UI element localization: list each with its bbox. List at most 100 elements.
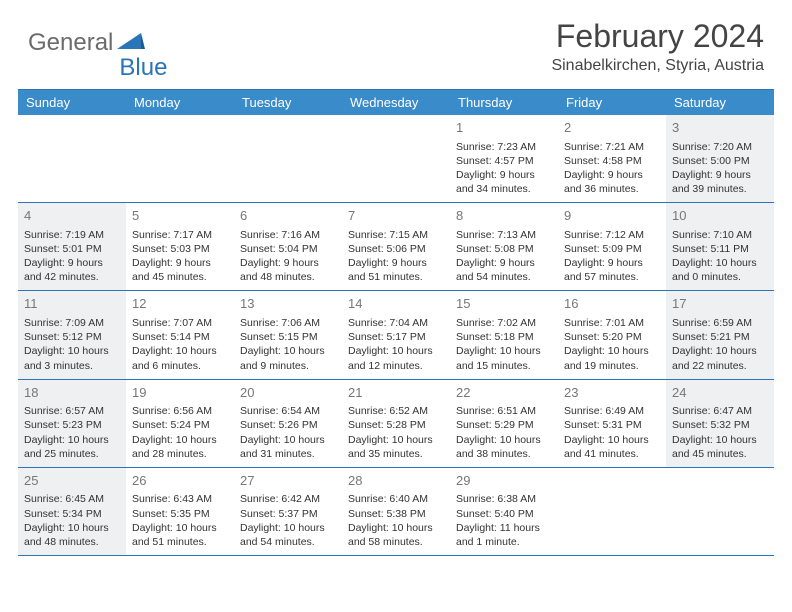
daylight2-text: and 34 minutes.	[456, 182, 552, 196]
daylight2-text: and 51 minutes.	[132, 535, 228, 549]
sunrise-text: Sunrise: 7:23 AM	[456, 140, 552, 154]
day-cell: 7Sunrise: 7:15 AMSunset: 5:06 PMDaylight…	[342, 203, 450, 290]
day-number: 23	[564, 384, 660, 402]
daylight1-text: Daylight: 10 hours	[240, 344, 336, 358]
logo-text-general: General	[28, 29, 113, 57]
daylight2-text: and 9 minutes.	[240, 359, 336, 373]
daylight1-text: Daylight: 10 hours	[132, 344, 228, 358]
daylight2-text: and 54 minutes.	[240, 535, 336, 549]
daylight2-text: and 38 minutes.	[456, 447, 552, 461]
sunset-text: Sunset: 5:40 PM	[456, 507, 552, 521]
day-number: 6	[240, 207, 336, 225]
title-block: February 2024 Sinabelkirchen, Styria, Au…	[551, 18, 764, 75]
day-cell: 20Sunrise: 6:54 AMSunset: 5:26 PMDayligh…	[234, 380, 342, 467]
day-number: 8	[456, 207, 552, 225]
daylight2-text: and 0 minutes.	[672, 270, 768, 284]
daylight1-text: Daylight: 9 hours	[24, 256, 120, 270]
day-header: Wednesday	[342, 90, 450, 115]
week-row: 11Sunrise: 7:09 AMSunset: 5:12 PMDayligh…	[18, 291, 774, 379]
daylight1-text: Daylight: 10 hours	[240, 433, 336, 447]
daylight2-text: and 35 minutes.	[348, 447, 444, 461]
daylight1-text: Daylight: 10 hours	[24, 433, 120, 447]
day-cell: 2Sunrise: 7:21 AMSunset: 4:58 PMDaylight…	[558, 115, 666, 202]
daylight2-text: and 6 minutes.	[132, 359, 228, 373]
empty-cell	[558, 468, 666, 555]
day-number: 19	[132, 384, 228, 402]
sunset-text: Sunset: 5:35 PM	[132, 507, 228, 521]
sunrise-text: Sunrise: 6:38 AM	[456, 492, 552, 506]
day-cell: 10Sunrise: 7:10 AMSunset: 5:11 PMDayligh…	[666, 203, 774, 290]
sunrise-text: Sunrise: 7:21 AM	[564, 140, 660, 154]
daylight1-text: Daylight: 10 hours	[564, 433, 660, 447]
daylight1-text: Daylight: 9 hours	[456, 256, 552, 270]
day-header: Saturday	[666, 90, 774, 115]
daylight2-text: and 58 minutes.	[348, 535, 444, 549]
sunset-text: Sunset: 5:32 PM	[672, 418, 768, 432]
daylight1-text: Daylight: 10 hours	[132, 521, 228, 535]
sunset-text: Sunset: 5:06 PM	[348, 242, 444, 256]
day-number: 4	[24, 207, 120, 225]
day-cell: 3Sunrise: 7:20 AMSunset: 5:00 PMDaylight…	[666, 115, 774, 202]
day-cell: 23 Sunrise: 6:49 AMSunset: 5:31 PMDayligh…	[558, 380, 666, 467]
sunset-text: Sunset: 5:23 PM	[24, 418, 120, 432]
sunrise-text: Sunrise: 7:04 AM	[348, 316, 444, 330]
sunset-text: Sunset: 5:11 PM	[672, 242, 768, 256]
daylight2-text: and 3 minutes.	[24, 359, 120, 373]
day-cell: 5Sunrise: 7:17 AMSunset: 5:03 PMDaylight…	[126, 203, 234, 290]
month-title: February 2024	[551, 18, 764, 55]
daylight1-text: Daylight: 10 hours	[456, 433, 552, 447]
sunset-text: Sunset: 5:14 PM	[132, 330, 228, 344]
daylight1-text: Daylight: 10 hours	[132, 433, 228, 447]
day-number: 22	[456, 384, 552, 402]
sunset-text: Sunset: 5:17 PM	[348, 330, 444, 344]
day-number: 5	[132, 207, 228, 225]
day-cell: 27Sunrise: 6:42 AMSunset: 5:37 PMDayligh…	[234, 468, 342, 555]
day-cell: 6Sunrise: 7:16 AMSunset: 5:04 PMDaylight…	[234, 203, 342, 290]
day-number: 15	[456, 295, 552, 313]
sunrise-text: Sunrise: 7:01 AM	[564, 316, 660, 330]
empty-cell	[126, 115, 234, 202]
sunrise-text: Sunrise: 6:57 AM	[24, 404, 120, 418]
day-number: 16	[564, 295, 660, 313]
day-number: 25	[24, 472, 120, 490]
daylight1-text: Daylight: 9 hours	[564, 256, 660, 270]
empty-cell	[342, 115, 450, 202]
sunset-text: Sunset: 5:31 PM	[564, 418, 660, 432]
day-cell: 1Sunrise: 7:23 AMSunset: 4:57 PMDaylight…	[450, 115, 558, 202]
day-header-row: SundayMondayTuesdayWednesdayThursdayFrid…	[18, 90, 774, 115]
day-cell: 16Sunrise: 7:01 AMSunset: 5:20 PMDayligh…	[558, 291, 666, 378]
day-cell: 19Sunrise: 6:56 AMSunset: 5:24 PMDayligh…	[126, 380, 234, 467]
daylight2-text: and 25 minutes.	[24, 447, 120, 461]
day-cell: 14Sunrise: 7:04 AMSunset: 5:17 PMDayligh…	[342, 291, 450, 378]
day-header: Sunday	[18, 90, 126, 115]
day-number: 20	[240, 384, 336, 402]
week-row: 1Sunrise: 7:23 AMSunset: 4:57 PMDaylight…	[18, 115, 774, 203]
daylight1-text: Daylight: 10 hours	[672, 433, 768, 447]
daylight2-text: and 22 minutes.	[672, 359, 768, 373]
day-cell: 22Sunrise: 6:51 AMSunset: 5:29 PMDayligh…	[450, 380, 558, 467]
sunset-text: Sunset: 5:20 PM	[564, 330, 660, 344]
sunset-text: Sunset: 5:24 PM	[132, 418, 228, 432]
daylight1-text: Daylight: 9 hours	[132, 256, 228, 270]
empty-cell	[234, 115, 342, 202]
sunset-text: Sunset: 5:01 PM	[24, 242, 120, 256]
daylight2-text: and 51 minutes.	[348, 270, 444, 284]
daylight1-text: Daylight: 10 hours	[24, 521, 120, 535]
daylight1-text: Daylight: 10 hours	[348, 433, 444, 447]
day-number: 9	[564, 207, 660, 225]
day-number: 2	[564, 119, 660, 137]
daylight1-text: Daylight: 10 hours	[456, 344, 552, 358]
day-cell: 9Sunrise: 7:12 AMSunset: 5:09 PMDaylight…	[558, 203, 666, 290]
day-number: 13	[240, 295, 336, 313]
daylight1-text: Daylight: 9 hours	[240, 256, 336, 270]
daylight2-text: and 57 minutes.	[564, 270, 660, 284]
daylight2-text: and 15 minutes.	[456, 359, 552, 373]
sunrise-text: Sunrise: 6:42 AM	[240, 492, 336, 506]
logo-triangle-icon	[117, 31, 145, 56]
week-row: 18Sunrise: 6:57 AMSunset: 5:23 PMDayligh…	[18, 380, 774, 468]
daylight1-text: Daylight: 10 hours	[24, 344, 120, 358]
day-number: 14	[348, 295, 444, 313]
sunrise-text: Sunrise: 6:49 AM	[564, 404, 660, 418]
sunrise-text: Sunrise: 6:40 AM	[348, 492, 444, 506]
daylight1-text: Daylight: 9 hours	[456, 168, 552, 182]
